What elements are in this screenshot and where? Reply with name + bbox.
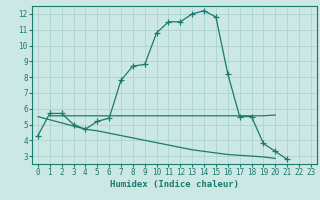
X-axis label: Humidex (Indice chaleur): Humidex (Indice chaleur) [110, 180, 239, 189]
